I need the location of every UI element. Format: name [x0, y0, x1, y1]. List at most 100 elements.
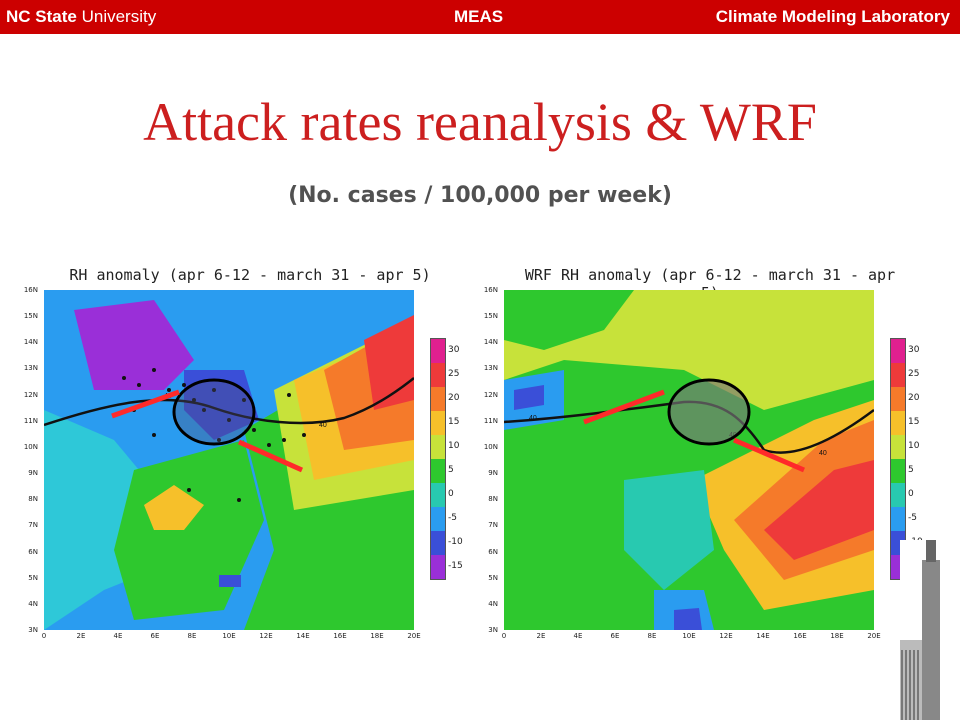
case-dot	[267, 443, 271, 447]
lat-tick-label: 6N	[488, 547, 498, 556]
department-label: MEAS	[454, 7, 504, 26]
case-dots	[122, 368, 306, 502]
case-dot	[137, 383, 141, 387]
outbreak-ellipse	[667, 378, 751, 446]
outbreak-ellipse	[172, 378, 256, 446]
tower-building	[900, 640, 922, 720]
lat-tick-label: 4N	[488, 599, 498, 608]
deep-blue-south	[674, 608, 702, 630]
case-dot	[212, 388, 216, 392]
lon-tick-label: 10E	[682, 632, 696, 640]
colorbar-tick-label: 10	[448, 441, 460, 451]
lat-tick-label: 15N	[23, 312, 38, 321]
case-dot	[242, 398, 246, 402]
university-name-normal: University	[76, 7, 157, 26]
lab-label: Climate Modeling Laboratory	[715, 7, 950, 26]
lon-tick-label: 10E	[222, 632, 236, 640]
case-dot	[282, 438, 286, 442]
case-dot	[217, 438, 221, 442]
deep-blue-west	[514, 385, 544, 410]
lon-tick-label: 2E	[536, 632, 546, 640]
lat-tick-label: 16N	[23, 286, 38, 294]
colorbar-tick-label: 0	[908, 489, 914, 499]
lon-tick-label: 4E	[573, 632, 583, 640]
purple-region	[74, 300, 194, 390]
longitude-axis: 0 2E 4E 6E 8E 10E 12E 14E 16E 18E 20E	[501, 632, 881, 644]
case-dot	[192, 398, 196, 402]
lon-tick-label: 0	[501, 632, 507, 640]
lat-tick-label: 9N	[28, 469, 38, 478]
lat-tick-label: 12N	[483, 390, 498, 399]
lat-tick-label: 15N	[483, 312, 498, 321]
bell-tower-image	[900, 540, 960, 720]
case-dot	[202, 408, 206, 412]
slide-subtitle: (No. cases / 100,000 per week)	[288, 183, 672, 208]
red-region	[764, 460, 874, 560]
highlight-line-west	[111, 389, 180, 419]
tower-shaft	[922, 560, 940, 720]
slide-title: Attack rates reanalysis & WRF	[143, 92, 817, 152]
lat-tick-label: 4N	[28, 599, 38, 608]
highlight-line-west	[583, 389, 665, 425]
lat-tick-label: 8N	[28, 495, 38, 504]
lon-tick-label: 8E	[187, 632, 197, 640]
highlight-line-east	[237, 439, 304, 473]
case-dot	[252, 428, 256, 432]
lon-tick-label: 2E	[76, 632, 86, 640]
map-title: RH anomaly (apr 6-12 - march 31 - apr 5)	[69, 266, 431, 284]
lat-tick-label: 16N	[483, 286, 498, 294]
university-label: NC State University	[6, 8, 156, 26]
case-dot	[187, 488, 191, 492]
colorbar-tick-label: -5	[908, 513, 917, 523]
lon-tick-label: 4E	[113, 632, 123, 640]
contour-label: 40	[529, 415, 537, 422]
case-dot	[227, 418, 231, 422]
lon-tick-label: 18E	[370, 632, 384, 640]
lat-tick-label: 14N	[483, 338, 498, 347]
lat-tick-label: 3N	[488, 626, 498, 634]
header-bar: NC State University MEAS Climate Modelin…	[0, 0, 960, 34]
reanalysis-map-figure: RH anomaly (apr 6-12 - march 31 - apr 5)…	[0, 260, 500, 650]
lon-tick-label: 20E	[407, 632, 421, 640]
case-dot	[237, 498, 241, 502]
lon-tick-label: 8E	[647, 632, 657, 640]
contour-label: 40	[819, 450, 827, 457]
lat-tick-label: 13N	[23, 364, 38, 373]
lat-tick-label: 7N	[28, 521, 38, 530]
lat-tick-label: 10N	[23, 442, 38, 451]
green-north	[504, 290, 634, 350]
colorbar-tick-label: 5	[448, 465, 454, 475]
wrf-map-figure: WRF RH anomaly (apr 6-12 - march 31 - ap…	[460, 260, 960, 650]
case-dot	[167, 388, 171, 392]
colorbar-tick-label: -10	[448, 537, 463, 547]
lat-tick-label: 8N	[488, 495, 498, 504]
lat-tick-label: 12N	[23, 390, 38, 399]
colorbar	[430, 338, 446, 580]
case-dot	[122, 376, 126, 380]
colorbar-tick-label: 25	[448, 369, 460, 379]
lon-tick-label: 20E	[867, 632, 881, 640]
longitude-axis: 0 2E 4E 6E 8E 10E 12E 14E 16E 18E 20E	[41, 632, 421, 644]
lon-tick-label: 16E	[793, 632, 807, 640]
lon-tick-label: 14E	[756, 632, 770, 640]
lat-tick-label: 7N	[488, 521, 498, 530]
lon-tick-label: 0	[41, 632, 47, 640]
colorbar-tick-label: 30	[448, 345, 460, 355]
reanalysis-rh-map: 40 40	[44, 290, 414, 630]
yellow-patch	[144, 485, 204, 530]
lat-tick-label: 13N	[483, 364, 498, 373]
blue-spot	[219, 575, 241, 587]
case-dot	[302, 433, 306, 437]
colorbar-tick-label: 15	[908, 417, 920, 427]
colorbar-tick-label: 5	[908, 465, 914, 475]
lat-tick-label: 11N	[23, 416, 38, 425]
colorbar-tick-label: 30	[908, 345, 920, 355]
tower-spire	[926, 540, 936, 562]
colorbar-tick-label: 20	[448, 393, 460, 403]
lat-tick-label: 11N	[483, 416, 498, 425]
case-dot	[182, 383, 186, 387]
lat-tick-label: 3N	[28, 626, 38, 634]
colorbar-tick-label: 0	[448, 489, 454, 499]
colorbar-tick-label: 10	[908, 441, 920, 451]
contour-line	[44, 377, 414, 427]
